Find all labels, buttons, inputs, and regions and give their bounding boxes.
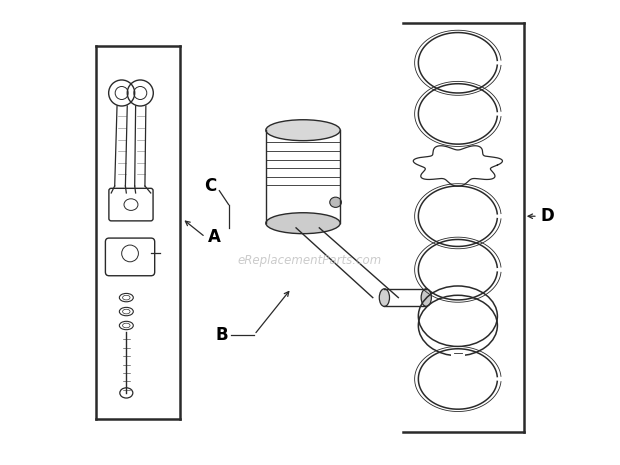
Ellipse shape xyxy=(379,289,389,306)
Bar xyxy=(451,350,465,358)
Text: eReplacementParts.com: eReplacementParts.com xyxy=(238,254,382,267)
Text: A: A xyxy=(208,228,221,246)
Ellipse shape xyxy=(330,197,342,207)
Ellipse shape xyxy=(266,213,340,233)
Text: D: D xyxy=(540,207,554,225)
Ellipse shape xyxy=(266,120,340,141)
Ellipse shape xyxy=(421,289,432,306)
Text: B: B xyxy=(215,326,228,344)
Text: C: C xyxy=(204,177,216,195)
